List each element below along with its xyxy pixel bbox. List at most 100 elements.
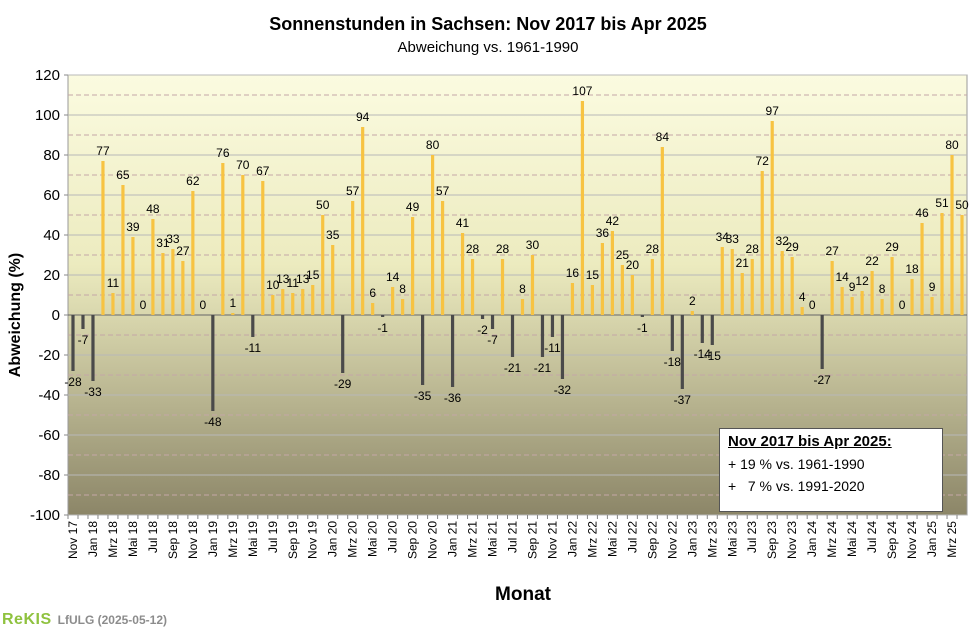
bar-value-label: 9 bbox=[929, 280, 936, 294]
bar-value-label: 20 bbox=[626, 258, 640, 272]
bar bbox=[650, 259, 654, 315]
footer: ReKIS LfULG (2025-05-12) bbox=[2, 611, 167, 631]
bar-value-label: 22 bbox=[865, 254, 879, 268]
bar bbox=[680, 315, 684, 389]
x-tick-label: Jul 23 bbox=[745, 521, 759, 553]
bar-value-label: 15 bbox=[306, 268, 320, 282]
bar-value-label: 0 bbox=[809, 298, 816, 312]
bar bbox=[600, 243, 605, 315]
source-credit: LfULG (2025-05-12) bbox=[57, 613, 167, 627]
bar-value-label: 13 bbox=[276, 272, 290, 286]
x-tick-label: Sep 22 bbox=[645, 521, 659, 559]
bar-value-label: 8 bbox=[879, 282, 886, 296]
x-tick-label: Mrz 19 bbox=[226, 521, 240, 558]
bar bbox=[421, 315, 425, 385]
bar-value-label: 84 bbox=[656, 130, 670, 144]
bar-value-label: -21 bbox=[534, 361, 552, 375]
bar bbox=[840, 287, 844, 315]
x-tick-label: Nov 20 bbox=[426, 521, 440, 559]
bar-value-label: 42 bbox=[606, 214, 620, 228]
bar bbox=[850, 297, 854, 315]
bar-value-label: 33 bbox=[726, 232, 740, 246]
x-tick-label: Mrz 23 bbox=[705, 521, 719, 558]
bar bbox=[251, 315, 255, 337]
x-tick-label: Nov 23 bbox=[785, 521, 799, 559]
bar bbox=[610, 231, 614, 315]
bar bbox=[700, 315, 704, 343]
bar-value-label: 28 bbox=[466, 242, 480, 256]
bar-value-label: -14 bbox=[694, 347, 712, 361]
bar-value-label: 67 bbox=[256, 164, 270, 178]
bar bbox=[341, 315, 345, 373]
bar bbox=[131, 237, 135, 315]
bar-value-label: -28 bbox=[64, 375, 82, 389]
bar-value-label: 6 bbox=[369, 286, 376, 300]
x-tick-label: Mai 18 bbox=[126, 521, 140, 557]
bar-value-label: -1 bbox=[377, 321, 388, 335]
bar-value-label: 12 bbox=[855, 274, 869, 288]
bar-value-label: 50 bbox=[316, 198, 330, 212]
bar-value-label: 32 bbox=[776, 234, 790, 248]
bar-value-label: -27 bbox=[813, 373, 831, 387]
bar-value-label: -37 bbox=[674, 393, 692, 407]
bar bbox=[490, 315, 495, 329]
x-tick-label: Jul 21 bbox=[506, 521, 520, 553]
bar-value-label: 46 bbox=[915, 206, 929, 220]
bar bbox=[750, 259, 754, 315]
x-tick-label: Mai 22 bbox=[605, 521, 619, 557]
x-tick-label: Mrz 22 bbox=[585, 521, 599, 558]
y-tick-label: -60 bbox=[38, 427, 60, 444]
bar-value-label: -21 bbox=[504, 361, 522, 375]
bar bbox=[570, 283, 575, 315]
bar bbox=[271, 295, 275, 315]
x-tick-label: Jan 21 bbox=[446, 521, 460, 557]
x-tick-label: Mai 21 bbox=[486, 521, 500, 557]
x-tick-label: Sep 23 bbox=[765, 521, 779, 559]
x-tick-label: Sep 21 bbox=[525, 521, 539, 559]
bar bbox=[890, 257, 894, 315]
bar bbox=[361, 127, 365, 315]
bar-value-label: 4 bbox=[799, 290, 806, 304]
bar bbox=[470, 259, 475, 315]
x-tick-label: Mrz 24 bbox=[825, 521, 839, 558]
summary-line-1991: + 7 % vs. 1991-2020 bbox=[728, 478, 865, 494]
x-tick-label: Mai 19 bbox=[246, 521, 260, 557]
bar-value-label: -2 bbox=[477, 323, 488, 337]
y-tick-label: -100 bbox=[30, 507, 60, 524]
bar bbox=[740, 273, 744, 315]
bar bbox=[500, 259, 505, 315]
y-tick-label: -20 bbox=[38, 347, 60, 364]
x-tick-label: Mai 20 bbox=[366, 521, 380, 557]
bar-value-label: 39 bbox=[126, 220, 140, 234]
bar bbox=[880, 299, 884, 315]
summary-heading: Nov 2017 bis Apr 2025: bbox=[728, 433, 892, 450]
bar bbox=[331, 245, 335, 315]
bar bbox=[520, 299, 525, 315]
x-tick-label: Nov 18 bbox=[186, 521, 200, 559]
bar-value-label: 11 bbox=[107, 276, 120, 290]
bar-value-label: 31 bbox=[156, 236, 170, 250]
bar bbox=[261, 181, 265, 315]
bar bbox=[171, 249, 175, 315]
bar-value-label: 41 bbox=[456, 216, 470, 230]
bar-value-label: 1 bbox=[229, 296, 236, 310]
y-tick-label: -40 bbox=[38, 387, 60, 404]
bar bbox=[111, 293, 115, 315]
bar bbox=[730, 249, 734, 315]
bar-value-label: 2 bbox=[689, 294, 696, 308]
x-tick-label: Jan 25 bbox=[925, 521, 939, 557]
bar bbox=[870, 271, 874, 315]
bar bbox=[580, 101, 585, 315]
x-tick-label: Jul 24 bbox=[865, 521, 879, 553]
bar-value-label: -32 bbox=[554, 383, 572, 397]
bar bbox=[790, 257, 794, 315]
bar bbox=[391, 287, 395, 315]
x-tick-label: Jan 18 bbox=[86, 521, 100, 557]
bar-value-label: 0 bbox=[140, 298, 147, 312]
bar bbox=[620, 265, 624, 315]
x-tick-label: Sep 19 bbox=[286, 521, 300, 559]
bar-value-label: 33 bbox=[166, 232, 180, 246]
bar bbox=[550, 315, 555, 337]
y-tick-label: 60 bbox=[43, 187, 60, 204]
